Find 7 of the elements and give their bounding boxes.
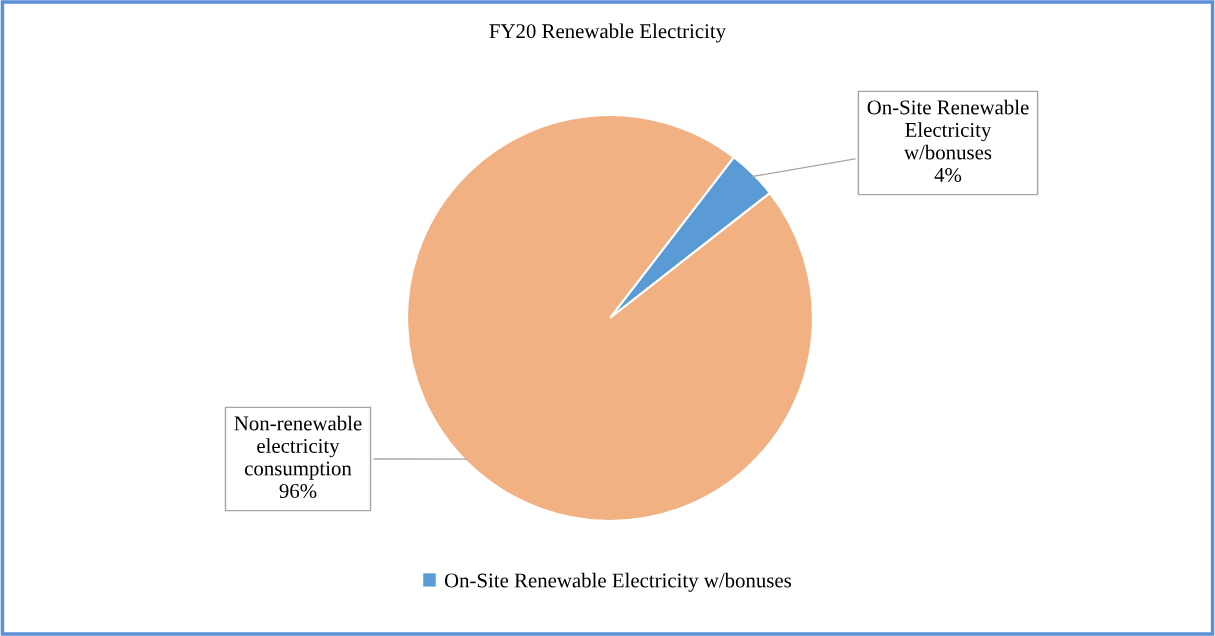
slice-label: On-Site Renewable Electricity w/bonuses bbox=[867, 99, 1029, 160]
slice-label: Non-renewable electricity consumption bbox=[234, 415, 362, 480]
data-label: 96% bbox=[279, 483, 317, 499]
pie-slice bbox=[406, 114, 814, 522]
chart-title: FY20 Renewable Electricity bbox=[489, 23, 727, 43]
legend-label: On-Site Renewable Electricity w/bonuses bbox=[444, 572, 792, 592]
data-label: 4% bbox=[934, 167, 962, 183]
